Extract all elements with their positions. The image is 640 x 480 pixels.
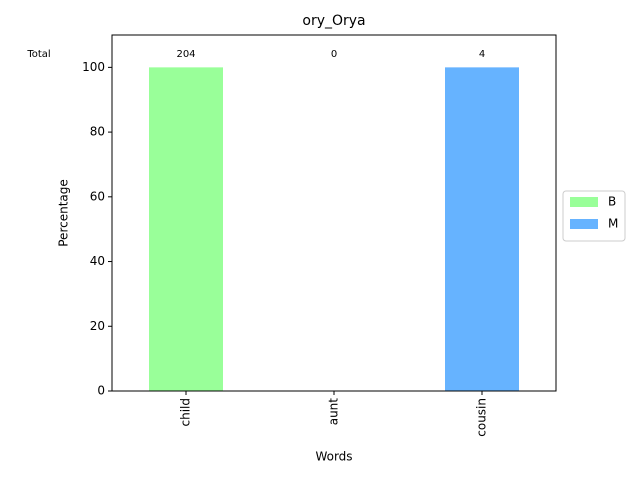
- bar: [149, 67, 223, 391]
- legend-label: M: [608, 217, 618, 231]
- plot-frame: [111, 34, 557, 392]
- chart-title: ory_Orya: [302, 13, 365, 29]
- x-axis-label: Words: [315, 450, 352, 464]
- totals-label: Total: [26, 49, 50, 60]
- x-tick-label: cousin: [475, 398, 489, 437]
- total-label: 0: [331, 49, 337, 60]
- y-tick-label: 100: [82, 60, 105, 74]
- bar: [445, 67, 519, 391]
- total-label: 204: [176, 49, 195, 60]
- y-axis-label: Percentage: [57, 179, 71, 247]
- y-tick-label: 60: [90, 189, 105, 203]
- legend-swatch: [570, 219, 598, 229]
- y-tick-label: 80: [90, 125, 105, 139]
- legend-label: B: [608, 195, 616, 209]
- x-tick-label: aunt: [327, 398, 341, 426]
- y-tick-label: 0: [97, 384, 105, 398]
- y-tick-label: 40: [90, 254, 105, 268]
- total-label: 4: [479, 49, 485, 60]
- y-tick-label: 20: [90, 319, 105, 333]
- legend-swatch: [570, 197, 598, 207]
- x-tick-label: child: [179, 398, 193, 427]
